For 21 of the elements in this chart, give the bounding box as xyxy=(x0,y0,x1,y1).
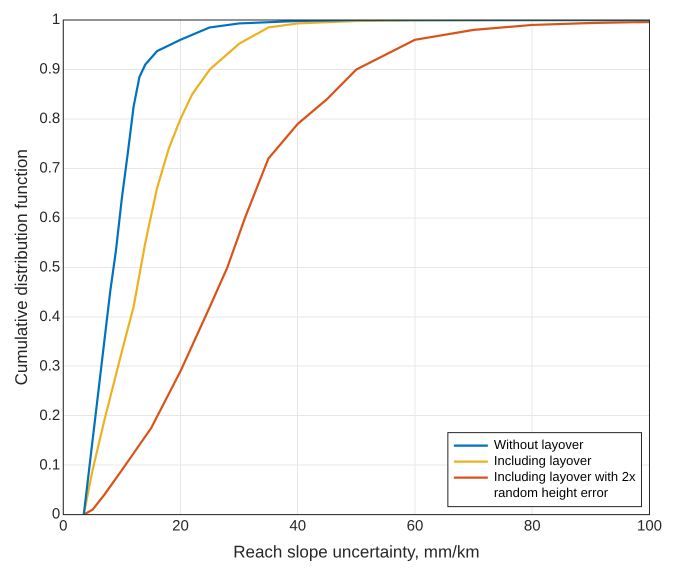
y-tick-label: 0.3 xyxy=(39,357,60,374)
legend-label: Including layover xyxy=(494,453,592,468)
y-tick-label: 0.1 xyxy=(39,456,60,474)
legend-label: Without layover xyxy=(494,437,584,452)
x-tick-label: 100 xyxy=(636,518,662,535)
legend-label: Including layover with 2x random height error xyxy=(494,469,636,500)
x-axis-title: Reach slope uncertainty, mm/km xyxy=(233,542,480,562)
y-tick-label: 0.9 xyxy=(39,60,60,78)
x-tick-label: 60 xyxy=(406,518,424,535)
x-tick-label: 40 xyxy=(289,518,306,535)
y-tick-label: 1 xyxy=(52,11,60,28)
y-tick-label: 0.4 xyxy=(39,308,60,325)
y-tick-label: 0.5 xyxy=(39,258,60,276)
y-tick-label: 0.7 xyxy=(39,160,60,177)
y-tick-label: 0.8 xyxy=(39,110,60,128)
x-tick-label: 80 xyxy=(524,518,541,535)
y-tick-label: 0 xyxy=(52,506,60,523)
y-axis-title: Cumulative distribution function xyxy=(12,149,31,386)
x-tick-label: 20 xyxy=(172,518,189,535)
y-tick-label: 0.2 xyxy=(39,406,60,424)
y-tick-label: 0.6 xyxy=(39,208,60,226)
